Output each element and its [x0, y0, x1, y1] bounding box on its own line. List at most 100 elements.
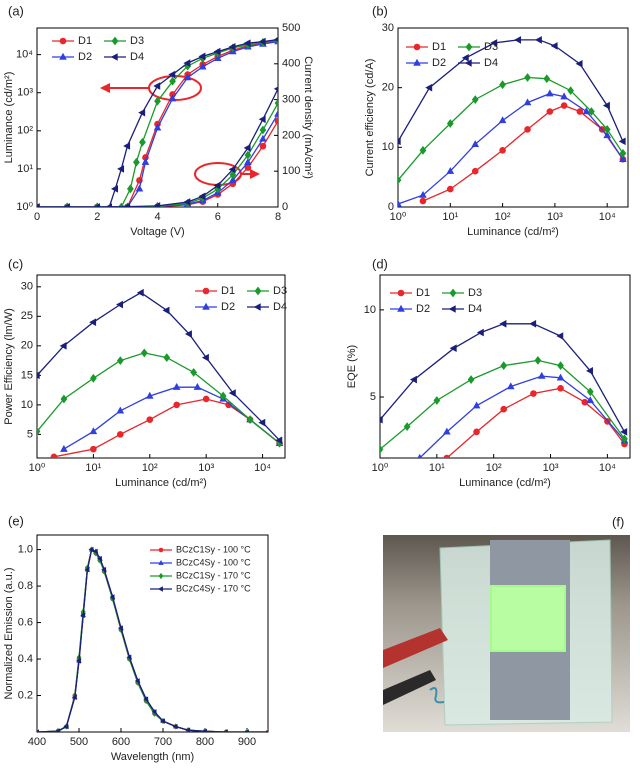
x-tick-label: 10¹	[429, 462, 445, 474]
y-tick-label: 15	[21, 369, 33, 381]
marker	[116, 406, 125, 414]
y-tick-label: 20	[382, 82, 394, 94]
y-tick-label: 0.6	[18, 616, 33, 628]
y-tick-label: 10	[21, 399, 33, 411]
legend-label: BCzC4Sy - 170 °C	[176, 583, 251, 593]
marker	[398, 199, 402, 207]
marker	[111, 185, 119, 193]
legend-marker	[254, 286, 262, 296]
legend-marker	[413, 58, 421, 66]
series-line	[398, 76, 624, 181]
marker	[243, 144, 251, 152]
x-tick-label: 10²	[142, 462, 158, 474]
plot-frame	[36, 534, 269, 733]
y-tick-label: 1.0	[18, 543, 33, 555]
marker	[93, 203, 100, 207]
chart-panel: (d) 10⁰ 10¹ 10² 10³ 10⁴ 5 10 Luminance (cd/m²) EQ…	[346, 256, 631, 489]
marker	[557, 384, 564, 392]
marker	[274, 109, 278, 117]
legend-marker	[158, 572, 164, 580]
marker	[228, 165, 236, 174]
marker	[534, 36, 542, 44]
legend-marker	[202, 287, 210, 295]
x-tick-label: 10⁰	[390, 211, 407, 223]
legend-label: D3	[273, 285, 287, 297]
x-tick-label: 900	[238, 736, 256, 748]
x-tick-label: 10⁴	[599, 462, 616, 474]
marker	[244, 158, 252, 165]
y2-axis-label: Current density (mA/cm²)	[302, 56, 314, 179]
marker	[273, 86, 278, 92]
arrow-head	[100, 83, 110, 93]
y-tick-label: 30	[21, 281, 33, 293]
series-group	[398, 36, 627, 207]
marker	[618, 137, 626, 146]
x-tick-label: 10³	[198, 462, 214, 474]
marker	[213, 47, 221, 56]
marker	[499, 319, 507, 328]
marker	[153, 202, 161, 207]
marker	[183, 198, 191, 206]
marker	[264, 730, 268, 732]
marker	[514, 36, 522, 44]
series-line	[398, 39, 624, 142]
legend-marker	[449, 288, 457, 298]
marker	[398, 137, 401, 146]
panel-label: (c)	[8, 256, 23, 271]
marker	[229, 170, 237, 180]
y-axis-label: EQE (%)	[346, 345, 358, 388]
marker	[213, 181, 221, 190]
panel-label: (b)	[372, 3, 388, 18]
series-line	[63, 386, 280, 450]
legend-label: BCzC1Sy - 100 °C	[176, 544, 251, 554]
marker	[184, 330, 192, 338]
marker	[581, 398, 589, 406]
marker	[190, 368, 198, 377]
marker	[60, 444, 68, 452]
marker	[274, 117, 278, 125]
panel-label: (e)	[8, 513, 24, 528]
marker	[141, 157, 150, 165]
marker	[116, 356, 124, 365]
marker	[529, 319, 537, 328]
y-tick-label: 0.4	[18, 653, 33, 665]
marker	[499, 80, 506, 90]
marker	[151, 709, 157, 715]
marker	[159, 718, 165, 724]
marker	[582, 107, 591, 115]
marker	[116, 300, 123, 309]
marker	[546, 89, 554, 97]
legend-label: BCzC1Sy - 170 °C	[176, 570, 251, 580]
x-tick-label: 600	[112, 736, 130, 748]
marker	[446, 185, 454, 193]
y-tick-label: 10¹	[17, 163, 33, 175]
marker	[201, 353, 209, 362]
marker	[37, 203, 40, 207]
marker	[586, 367, 593, 375]
y-tick-label: 0.8	[18, 580, 33, 592]
chart-panel: (b) 10⁰ 10¹ 10² 10³ 10⁴ 0 10 20 30 Luminance (cd/m…	[364, 3, 629, 238]
marker	[168, 94, 177, 102]
marker	[417, 453, 423, 458]
legend-marker	[397, 289, 405, 297]
legend-label: D1	[221, 285, 235, 297]
marker	[556, 373, 565, 381]
x-axis-label: Luminance (cd/m²)	[467, 226, 559, 238]
x-axis-label: Luminance (cd/m²)	[115, 477, 207, 489]
y-tick-label: 5	[27, 428, 33, 440]
series-group	[37, 288, 284, 458]
legend-marker	[464, 59, 472, 67]
marker	[258, 115, 266, 124]
x-tick-label: 10¹	[442, 211, 458, 223]
y-tick-label: 10⁴	[16, 49, 33, 61]
marker	[183, 59, 191, 67]
marker	[576, 108, 584, 115]
marker	[446, 166, 455, 174]
y2-tick-label: 100	[282, 165, 300, 177]
marker	[534, 356, 542, 365]
marker	[461, 54, 469, 62]
x-tick-label: 2	[94, 211, 100, 223]
marker	[154, 96, 161, 106]
panel-label: (f)	[612, 514, 624, 529]
marker	[425, 83, 433, 92]
